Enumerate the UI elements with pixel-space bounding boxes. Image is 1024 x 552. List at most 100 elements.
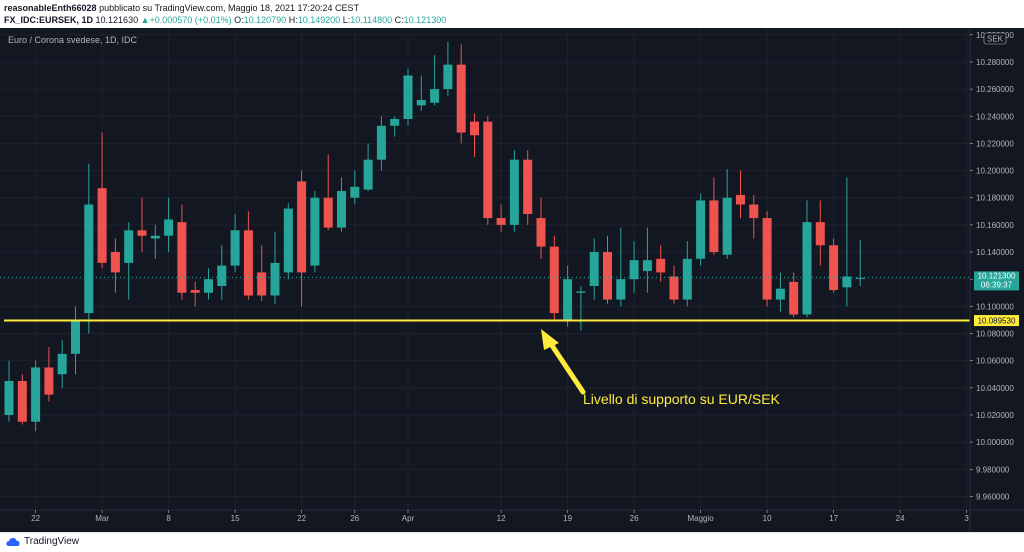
- candle: [230, 214, 240, 273]
- candle-body: [71, 319, 80, 354]
- candle: [802, 200, 812, 318]
- candle-body: [549, 246, 559, 314]
- candle: [283, 203, 293, 280]
- candle: [855, 239, 865, 286]
- time-tick-label: Mar: [95, 514, 109, 523]
- candle-body: [390, 118, 400, 126]
- candle-body: [323, 197, 333, 228]
- price-change: +0.000570 (+0.01%): [149, 15, 232, 25]
- candle: [323, 154, 333, 231]
- time-tick-label: 19: [563, 514, 572, 523]
- candle-body: [257, 272, 267, 296]
- countdown-label: 06:39:37: [981, 280, 1013, 289]
- candle-body: [682, 258, 692, 300]
- candle-body: [656, 258, 666, 273]
- price-tick-label: 10.240000: [976, 112, 1014, 121]
- annotation-text[interactable]: Livello di supporto su EUR/SEK: [583, 391, 781, 407]
- ohlc-legend: FX_IDC:EURSEK, 1D 10.121630 ▲+0.000570 (…: [4, 15, 446, 25]
- currency-badge: SEK: [983, 32, 1007, 45]
- time-tick-label: 22: [297, 514, 306, 523]
- candle: [337, 177, 346, 232]
- candle: [44, 347, 54, 402]
- price-axis[interactable]: 10.30000010.28000010.26000010.24000010.2…: [969, 28, 1014, 538]
- candle-body: [124, 230, 134, 263]
- candle: [110, 238, 120, 293]
- time-tick-label: 12: [497, 514, 506, 523]
- candle: [84, 163, 94, 334]
- candle: [470, 113, 479, 157]
- support-price-label: 10.089530: [978, 317, 1016, 326]
- candle-body: [17, 381, 27, 422]
- candle-body: [363, 159, 373, 190]
- candle: [137, 197, 147, 253]
- candle: [57, 340, 67, 388]
- candle-body: [270, 262, 280, 296]
- candle: [829, 238, 839, 293]
- candle: [815, 200, 825, 266]
- candle-body: [376, 125, 386, 160]
- low-value: 10.114800: [350, 15, 393, 25]
- time-tick-label: Maggio: [687, 514, 714, 523]
- candle-body: [709, 200, 719, 253]
- candle: [243, 211, 253, 300]
- candle: [403, 68, 413, 126]
- price-tick-label: 9.960000: [976, 492, 1010, 501]
- candle-body: [736, 195, 745, 205]
- price-tick-label: 9.980000: [976, 465, 1010, 474]
- candle: [682, 241, 692, 307]
- candle-body: [243, 230, 253, 296]
- candle-body: [137, 230, 147, 236]
- brand-name: TradingView: [24, 536, 80, 547]
- time-tick-label: 26: [630, 514, 639, 523]
- candle: [97, 132, 107, 269]
- candle: [4, 360, 14, 422]
- open-label: O:: [234, 15, 244, 25]
- candle: [416, 75, 426, 111]
- price-tick-label: 10.260000: [976, 85, 1014, 94]
- candle-body: [430, 89, 440, 103]
- candle-body: [443, 64, 453, 90]
- candle: [204, 268, 213, 300]
- candle: [789, 272, 799, 318]
- candle-body: [337, 190, 346, 228]
- price-tick-label: 10.200000: [976, 167, 1014, 176]
- candle: [164, 197, 174, 253]
- symbol-label: FX_IDC:EURSEK, 1D: [4, 15, 94, 25]
- candle-body: [496, 218, 506, 225]
- price-chart[interactable]: Euro / Corona svedese, 1D, IDC Livello d…: [0, 28, 1024, 538]
- candle: [297, 170, 307, 307]
- candle: [483, 116, 493, 225]
- candle: [456, 44, 466, 144]
- candle-body: [563, 279, 573, 320]
- tradingview-logo[interactable]: TradingView: [6, 536, 79, 547]
- candle: [563, 265, 573, 327]
- high-label: H:: [288, 15, 298, 25]
- candle-body: [762, 218, 772, 300]
- time-tick-label: 15: [231, 514, 240, 523]
- footer: TradingView: [0, 532, 1024, 552]
- cloud-icon: [6, 537, 20, 546]
- candle-body: [470, 121, 479, 136]
- candle: [749, 195, 759, 239]
- time-tick-label: 22: [31, 514, 40, 523]
- price-tick-label: 10.140000: [976, 248, 1014, 257]
- candle: [536, 197, 546, 259]
- publish-info: reasonableEnth66028 pubblicato su Tradin…: [4, 3, 359, 13]
- candle: [762, 211, 772, 307]
- candle: [177, 204, 187, 300]
- candle-body: [523, 159, 533, 215]
- time-axis[interactable]: 22 Mar 8 15 22 26 Apr 12 19 26 Maggio 10 17 24 3: [0, 509, 1024, 523]
- close-value: 10.121300: [403, 15, 447, 25]
- annotation-arrow[interactable]: [541, 329, 586, 395]
- candle-body: [177, 222, 187, 293]
- candle-body: [283, 208, 293, 273]
- candle: [616, 227, 626, 307]
- candle-body: [589, 252, 599, 286]
- low-label: L:: [342, 15, 351, 25]
- candle: [150, 224, 160, 259]
- price-tick-label: 10.220000: [976, 139, 1014, 148]
- candle: [310, 190, 320, 273]
- candle-body: [456, 64, 466, 133]
- candle-body: [190, 290, 200, 293]
- publisher-username: reasonableEnth66028: [4, 3, 97, 13]
